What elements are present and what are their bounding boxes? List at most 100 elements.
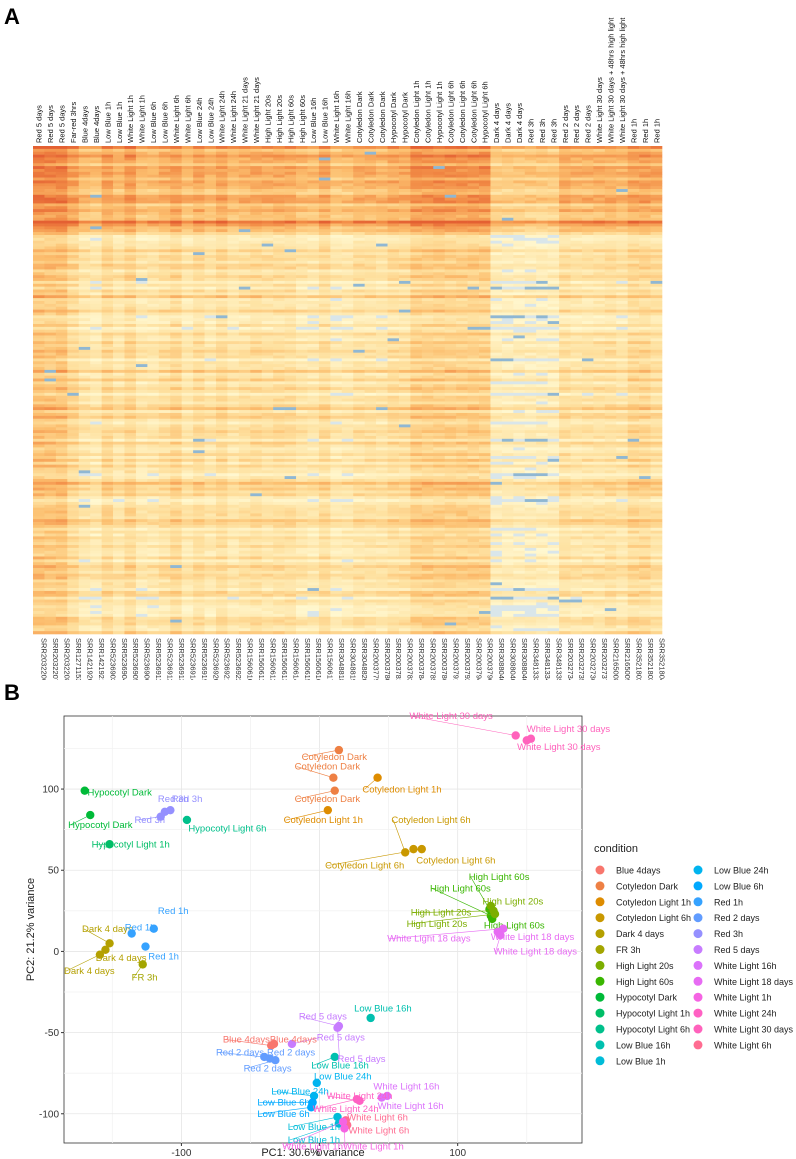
heatmap-cell <box>410 243 423 247</box>
heatmap-cell <box>67 283 80 287</box>
heatmap-cell <box>456 312 468 316</box>
heatmap-cell <box>570 323 583 328</box>
heatmap-cell <box>250 214 263 219</box>
heatmap-cell <box>421 321 434 325</box>
heatmap-cell <box>593 206 606 210</box>
heatmap-cell <box>593 278 606 282</box>
heatmap-cell <box>410 390 423 394</box>
heatmap-cell <box>387 171 400 176</box>
heatmap-cell <box>273 183 285 187</box>
heatmap-cell <box>547 214 560 219</box>
heatmap-cell <box>135 146 148 150</box>
heatmap-cell <box>627 214 640 219</box>
heatmap-cell <box>78 209 91 213</box>
heatmap-cell <box>364 367 377 371</box>
heatmap-cell <box>410 367 423 371</box>
heatmap-cell <box>650 369 663 374</box>
heatmap-cell <box>547 372 560 376</box>
heatmap-cell <box>616 151 628 155</box>
heatmap-cell <box>67 186 80 190</box>
heatmap-cell <box>318 361 331 365</box>
heatmap-cell <box>55 166 68 170</box>
heatmap-cell <box>604 364 617 368</box>
heatmap-cell <box>215 229 228 233</box>
heatmap-cell <box>376 166 388 170</box>
heatmap-cell <box>330 240 343 244</box>
heatmap-cell <box>238 163 251 167</box>
heatmap-cell <box>250 355 263 359</box>
heatmap-cell <box>341 387 354 391</box>
heatmap-cell <box>147 272 160 276</box>
heatmap-cell <box>204 191 217 196</box>
heatmap-cell <box>513 381 526 385</box>
heatmap-cell <box>158 301 171 305</box>
heatmap-cell <box>158 309 171 313</box>
heatmap-cell <box>479 369 491 374</box>
heatmap-cell <box>547 151 560 155</box>
heatmap-cell <box>318 390 331 394</box>
heatmap-cell <box>181 398 194 402</box>
heatmap-cell <box>479 312 491 316</box>
heatmap-cell <box>433 171 446 176</box>
heatmap-cell <box>627 352 640 356</box>
heatmap-cell <box>215 361 228 365</box>
heatmap-cell <box>616 321 628 325</box>
heatmap-cell <box>593 381 606 385</box>
heatmap-cell <box>479 214 491 219</box>
heatmap-cell <box>421 292 434 296</box>
heatmap-cell <box>364 272 377 276</box>
heatmap-cell <box>273 275 285 279</box>
heatmap-cell <box>284 349 297 353</box>
heatmap-cell <box>67 154 80 158</box>
heatmap-cell <box>536 361 548 365</box>
heatmap-cell <box>261 194 274 198</box>
heatmap-cell <box>273 171 285 176</box>
heatmap-cell <box>101 283 114 287</box>
heatmap-cell <box>570 381 583 385</box>
heatmap-cell <box>101 200 114 204</box>
heatmap-cell <box>215 332 228 336</box>
heatmap-cell <box>78 280 91 285</box>
heatmap-cell <box>456 375 468 379</box>
heatmap-cell <box>398 157 411 161</box>
heatmap-cell <box>273 395 285 399</box>
heatmap-cell <box>330 180 343 184</box>
heatmap-cell <box>559 266 571 270</box>
heatmap-cell <box>273 229 285 233</box>
heatmap-cell <box>639 369 651 374</box>
heatmap-cell <box>250 246 263 250</box>
heatmap-cell <box>364 200 377 204</box>
heatmap-cell <box>90 361 102 365</box>
heatmap-cell <box>44 292 57 296</box>
heatmap-cell <box>398 163 411 167</box>
heatmap-cell <box>215 163 228 167</box>
heatmap-cell <box>570 364 583 368</box>
heatmap-cell <box>135 375 148 379</box>
heatmap-cell <box>650 392 663 397</box>
heatmap-cell <box>101 381 114 385</box>
heatmap-cell <box>364 335 377 339</box>
heatmap-cell <box>490 335 503 339</box>
heatmap-cell <box>318 346 331 351</box>
heatmap-cell <box>158 252 171 256</box>
heatmap-cell <box>570 321 583 325</box>
heatmap-cell <box>250 352 263 356</box>
heatmap-cell <box>421 197 434 201</box>
heatmap-cell <box>158 401 171 405</box>
heatmap-cell <box>124 189 137 193</box>
heatmap-cell <box>513 189 526 193</box>
heatmap-cell <box>296 237 308 242</box>
heatmap-cell <box>90 157 102 161</box>
heatmap-cell <box>330 163 343 167</box>
heatmap-cell <box>124 272 137 276</box>
heatmap-cell <box>227 272 240 276</box>
heatmap-cell <box>204 398 217 402</box>
heatmap-cell <box>639 381 651 385</box>
heatmap-cell <box>158 206 171 210</box>
heatmap-cell <box>67 146 80 150</box>
heatmap-cell <box>501 212 514 216</box>
heatmap-cell <box>570 301 583 305</box>
heatmap-cell <box>215 197 228 201</box>
heatmap-cell <box>227 303 240 308</box>
heatmap-cell <box>296 369 308 374</box>
